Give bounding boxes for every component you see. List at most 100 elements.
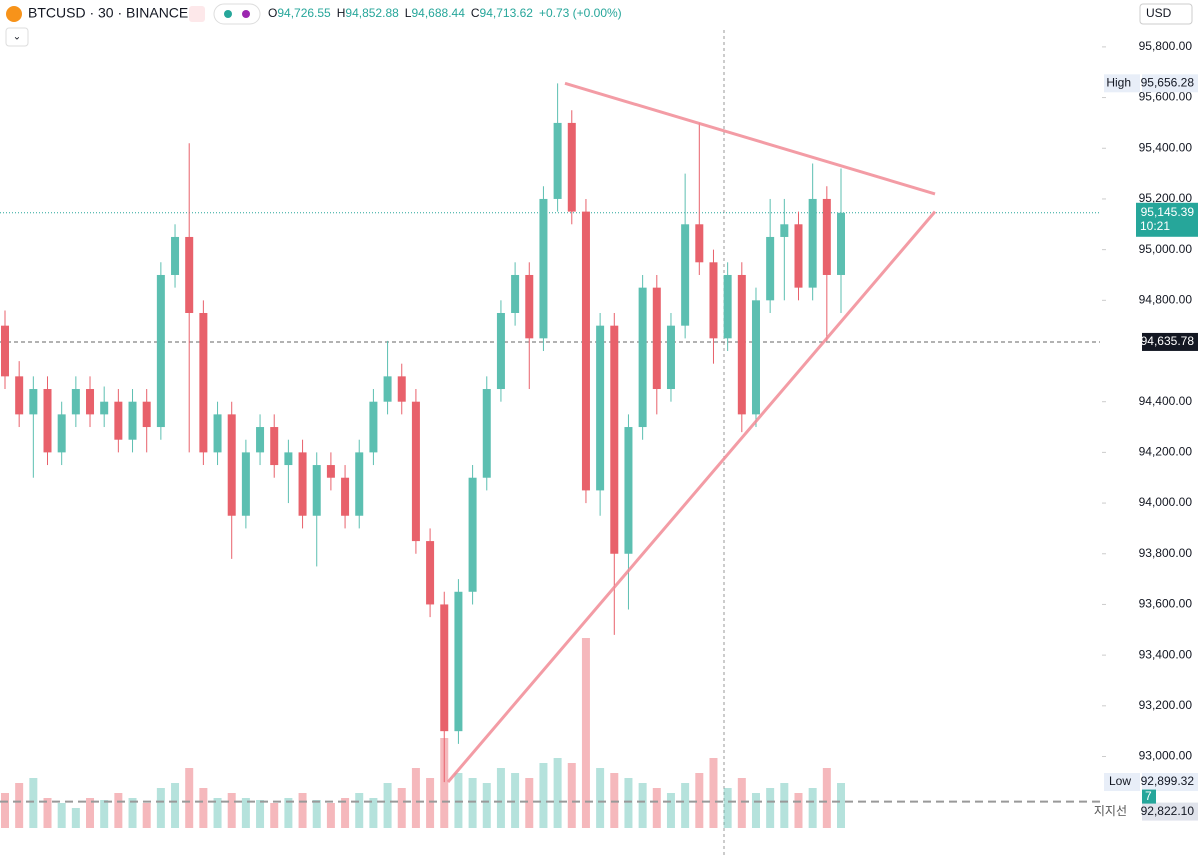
volume-bar	[213, 798, 222, 828]
candle-body	[581, 211, 590, 491]
collapse-btn[interactable]	[5, 27, 29, 47]
cross-value: 94,635.78	[1141, 334, 1195, 348]
y-tick-label: 95,000.00	[1139, 242, 1193, 256]
volume-bar	[695, 773, 704, 828]
volume-bar	[596, 768, 605, 828]
volume-bar	[553, 758, 562, 828]
last-badge	[1136, 202, 1198, 237]
volume-bar	[411, 768, 420, 828]
candle-body	[624, 427, 633, 554]
y-tick-label: 93,200.00	[1139, 698, 1193, 712]
candle-body	[511, 274, 520, 313]
volume-bar	[15, 783, 24, 828]
volume-bar	[1, 793, 9, 828]
candle-body	[15, 376, 24, 415]
currency-select[interactable]	[1139, 3, 1193, 25]
candle-body	[227, 414, 236, 516]
volume-bar	[156, 788, 165, 828]
indicator-pill[interactable]	[213, 3, 261, 25]
volume-bar	[312, 800, 321, 828]
volume-bar	[567, 763, 576, 828]
volume-bar	[638, 783, 647, 828]
candle-body	[638, 287, 647, 428]
ohlc-value: 94,713.62	[480, 6, 534, 20]
volume-bar	[581, 638, 590, 828]
candle-body	[468, 477, 477, 592]
high-value: 95,656.28	[1141, 75, 1195, 89]
currency: USD	[1146, 6, 1172, 20]
volume-bar	[355, 793, 364, 828]
volume-bar	[57, 803, 66, 828]
volume-bar	[86, 798, 95, 828]
flag-btn[interactable]	[189, 6, 205, 22]
candle-body	[666, 325, 675, 390]
y-tick-label: 95,600.00	[1139, 90, 1193, 104]
candle-body	[128, 401, 137, 440]
candle-body	[213, 414, 222, 453]
volume-bar	[723, 788, 732, 828]
volume-bar	[341, 798, 350, 828]
volume-bar	[426, 778, 435, 828]
y-tick-label: 94,400.00	[1139, 394, 1193, 408]
volume-bar	[794, 793, 803, 828]
candle-body	[43, 389, 52, 453]
candle-body	[71, 389, 80, 415]
candle-body	[29, 389, 38, 415]
volume-bar	[751, 793, 760, 828]
ohlc-value: 94,688.44	[411, 6, 465, 20]
ohlc-key: O	[268, 6, 277, 20]
ohlc-key: C	[471, 6, 480, 20]
volume-bar	[227, 793, 236, 828]
candle-body	[766, 236, 775, 301]
candle-body	[780, 224, 789, 237]
volume-bar	[298, 793, 307, 828]
volume-bar	[241, 798, 250, 828]
y-tick-label: 93,800.00	[1139, 546, 1193, 560]
volume-bar	[737, 778, 746, 828]
symbol: BTCUSD · 30 · BINANCE	[28, 5, 188, 21]
candle-body	[100, 401, 109, 415]
volume-bar	[284, 798, 293, 828]
volume-bar	[326, 803, 335, 828]
volume-bar	[383, 783, 392, 828]
trendline	[564, 81, 936, 196]
high-tag	[1104, 74, 1140, 93]
volume-bar	[71, 808, 80, 828]
candle-body	[652, 287, 661, 390]
volume-bar	[822, 768, 831, 828]
collapse-icon: ⌄	[13, 32, 21, 43]
high-label: High	[1106, 75, 1131, 89]
change: +0.73 (+0.00%)	[539, 6, 622, 20]
candle-body	[86, 389, 95, 415]
candle-body	[369, 401, 378, 453]
y-tick-label: 95,400.00	[1139, 140, 1193, 154]
candle-body	[822, 198, 831, 275]
volume-bar	[270, 803, 279, 828]
candle-body	[496, 312, 505, 390]
volume-bar	[525, 778, 534, 828]
volume-bar	[100, 800, 109, 828]
high-badge	[1142, 74, 1198, 93]
candle-body	[709, 262, 718, 339]
ohlc-legend: O 94,726.55 H 94,852.88 L 94,688.44 C 94,713.62…	[268, 6, 622, 20]
support-badge-bg	[1142, 802, 1198, 821]
candle-body	[397, 376, 406, 402]
btc-icon	[6, 6, 22, 22]
countdown: 10:21	[1140, 219, 1170, 233]
support-count: 7	[1145, 789, 1152, 803]
candle-body	[312, 465, 321, 516]
candle-body	[553, 122, 562, 199]
candle-body	[525, 274, 534, 339]
volume-bar	[128, 798, 137, 828]
candle-body	[298, 452, 307, 516]
candle-body	[723, 274, 732, 339]
candle-body	[837, 212, 845, 275]
candle-body	[596, 325, 605, 491]
y-tick-label: 95,200.00	[1139, 191, 1193, 205]
volume-bar	[29, 778, 38, 828]
candle-body	[383, 376, 392, 402]
candle-body	[241, 452, 250, 516]
candle-body	[114, 401, 123, 440]
